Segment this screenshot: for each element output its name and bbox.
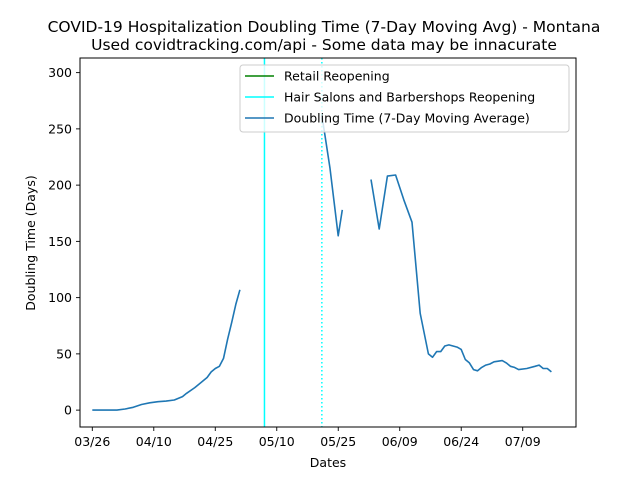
series-lines — [92, 115, 552, 411]
x-axis-ticks: 03/26 04/10 04/25 05/10 05/25 06/09 06/24 07/09 — [74, 427, 541, 449]
x-tick-label: 06/24 — [443, 434, 479, 449]
x-tick-label: 05/25 — [320, 434, 356, 449]
legend-label-1: Retail Reopening — [284, 69, 390, 84]
series-line-segment-3 — [370, 174, 552, 373]
x-tick-label: 03/26 — [74, 434, 110, 449]
legend-entries: Retail Reopening Hair Salons and Barbersh… — [245, 69, 535, 126]
series-line-segment-1 — [92, 289, 241, 411]
legend-label-2: Hair Salons and Barbershops Reopening — [284, 90, 535, 105]
y-tick-label: 150 — [48, 234, 72, 249]
plot-frame — [79, 57, 577, 428]
chart-title: COVID-19 Hospitalization Doubling Time (… — [48, 18, 601, 36]
y-axis-label: Doubling Time (Days) — [23, 175, 38, 310]
legend: Retail Reopening Hair Salons and Barbersh… — [239, 64, 570, 133]
y-tick-label: 50 — [56, 346, 72, 361]
series-line-segment-2 — [321, 115, 344, 237]
x-tick-label: 04/25 — [197, 434, 233, 449]
legend-label-3: Doubling Time (7-Day Moving Average) — [284, 111, 530, 126]
x-tick-label: 04/10 — [136, 434, 172, 449]
legend-frame — [239, 64, 570, 133]
y-tick-label: 0 — [64, 403, 72, 418]
x-axis-label: Dates — [310, 455, 346, 470]
y-tick-label: 200 — [48, 178, 72, 193]
x-tick-label: 06/09 — [382, 434, 418, 449]
x-tick-label: 07/09 — [505, 434, 541, 449]
y-axis-ticks: 0 50 100 150 200 250 300 — [48, 65, 80, 418]
y-tick-label: 100 — [48, 290, 72, 305]
x-tick-label: 05/10 — [259, 434, 295, 449]
chart-subtitle: Used covidtracking.com/api - Some data m… — [91, 36, 557, 54]
y-tick-label: 300 — [48, 65, 72, 80]
y-tick-label: 250 — [48, 121, 72, 136]
